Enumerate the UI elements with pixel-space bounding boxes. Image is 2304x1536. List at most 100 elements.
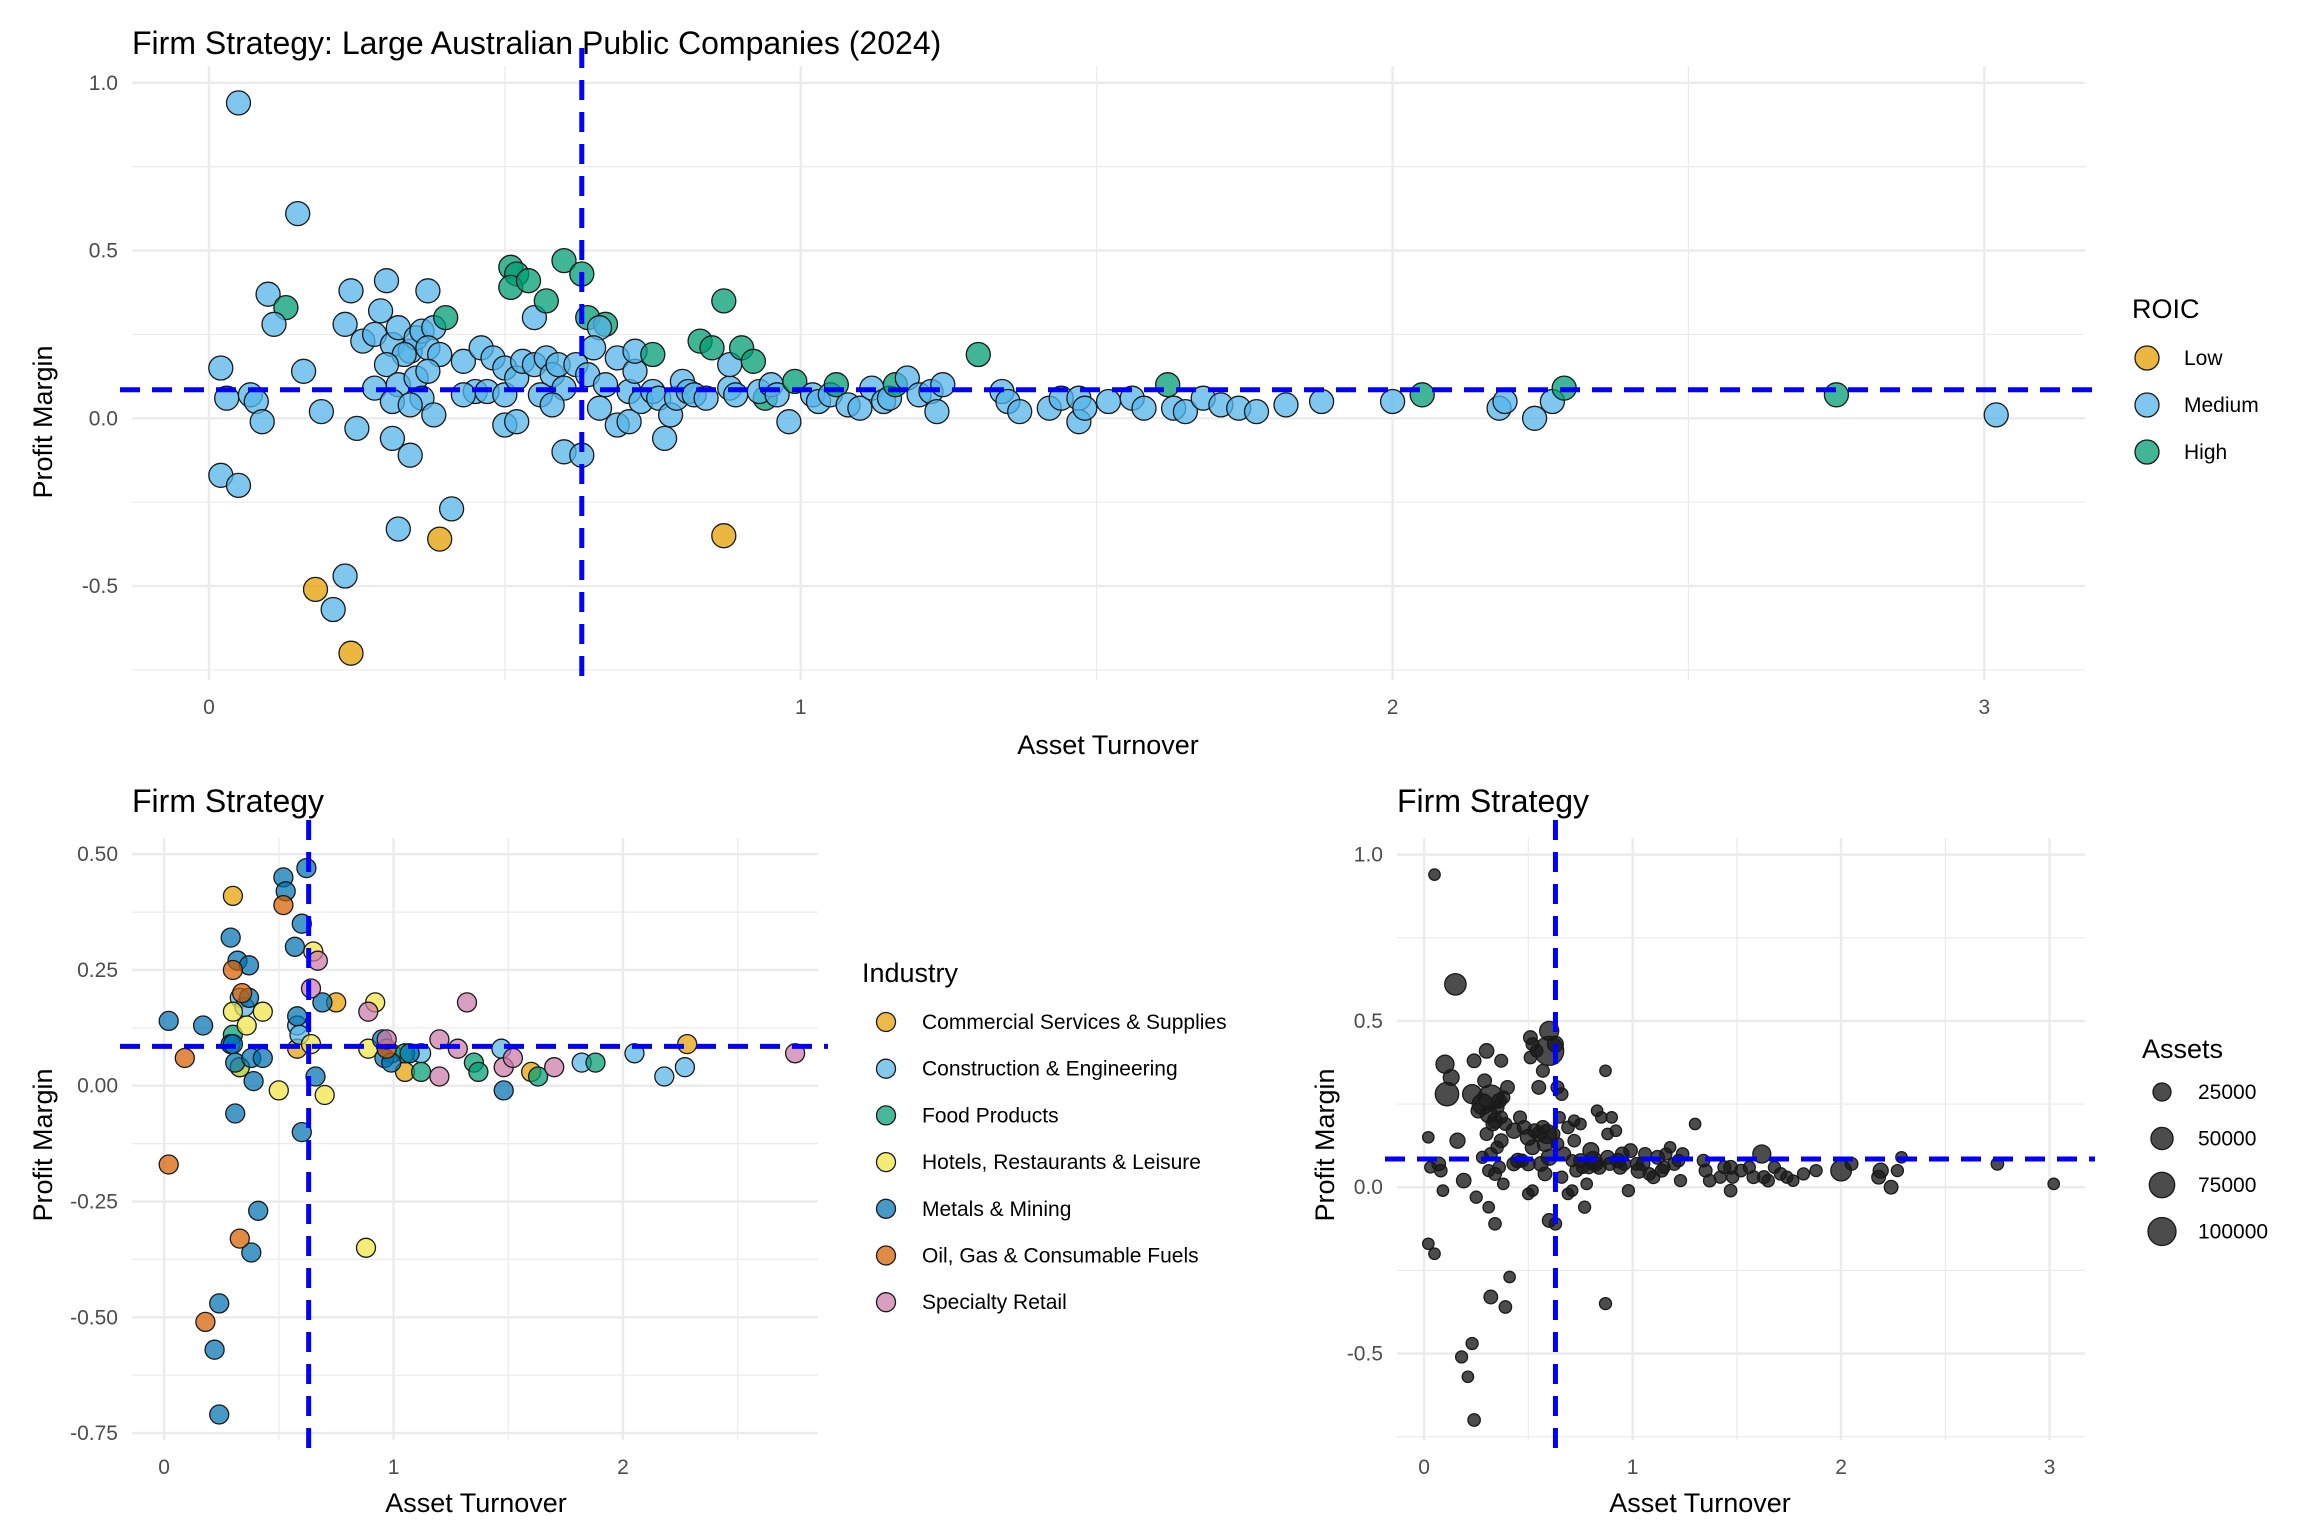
data-point: [1172, 398, 1199, 425]
x-tick-label: 1: [388, 1456, 400, 1479]
data-point: [1890, 1163, 1905, 1178]
y-tick-label: -0.50: [70, 1306, 118, 1329]
data-point: [1131, 395, 1157, 421]
data-point: [379, 425, 406, 452]
legend-key: [2152, 1082, 2172, 1102]
data-point: [674, 1057, 696, 1078]
data-point: [222, 1001, 244, 1022]
x-tick-label: 3: [1979, 696, 1991, 719]
data-point: [640, 341, 666, 368]
data-point: [332, 563, 358, 589]
data-point: [225, 1103, 246, 1124]
data-point: [261, 311, 287, 337]
data-point: [1726, 1170, 1740, 1184]
legend-key: [875, 1151, 897, 1173]
data-point: [204, 1339, 225, 1360]
data-point: [1155, 372, 1181, 398]
data-point: [1521, 405, 1548, 431]
chart-title: Firm Strategy: Large Australian Public C…: [132, 25, 941, 61]
chart-title: Firm Strategy: [1397, 783, 1589, 819]
data-point: [586, 395, 613, 421]
y-axis-label: Profit Margin: [1310, 1068, 1340, 1221]
x-tick-label: 2: [617, 1456, 629, 1479]
y-tick-label: -0.5: [1347, 1343, 1383, 1366]
y-tick-label: 1.0: [89, 72, 118, 95]
legend-assets: Assets 25000 50000 75000 100000: [2142, 1034, 2268, 1247]
data-point: [1444, 972, 1467, 996]
data-point: [551, 247, 577, 274]
y-tick-label: 0.00: [77, 1075, 118, 1098]
data-point: [1434, 1081, 1460, 1107]
x-axis-label: Asset Turnover: [1609, 1488, 1791, 1518]
data-point: [1761, 1173, 1775, 1188]
data-point: [1433, 1163, 1448, 1178]
data-point: [533, 288, 559, 314]
y-tick-label: 0.0: [89, 407, 118, 430]
data-point: [344, 415, 370, 442]
data-point: [1466, 1053, 1482, 1069]
data-point: [585, 1052, 606, 1073]
data-point: [1673, 1173, 1688, 1188]
data-point: [1531, 1079, 1547, 1095]
y-axis-label: Profit Margin: [28, 1068, 58, 1221]
x-tick-label: 2: [1387, 696, 1399, 719]
x-axis-label: Asset Turnover: [385, 1488, 567, 1518]
data-point: [1580, 1177, 1594, 1191]
y-tick-label: -0.25: [70, 1191, 118, 1214]
legend-key: [875, 1292, 897, 1313]
data-point: [338, 640, 364, 666]
x-tick-label: 2: [1835, 1456, 1847, 1479]
data-point: [1243, 398, 1270, 425]
data-point: [252, 1001, 273, 1022]
data-point: [243, 1070, 264, 1092]
data-point: [1498, 1300, 1513, 1314]
data-point: [1492, 388, 1518, 415]
data-point: [225, 90, 252, 116]
legend-label: Oil, Gas & Consumable Fuels: [922, 1245, 1199, 1268]
chart-assets: Firm Strategy 0 1 2 3 -0.5 0.0 0.5 1.0 Asset Tu…: [1310, 783, 2268, 1518]
legend-key: [875, 1105, 897, 1126]
data-point: [312, 992, 333, 1013]
data-point: [1461, 1370, 1475, 1384]
data-point: [592, 372, 619, 398]
data-point: [355, 1237, 377, 1258]
data-point: [1983, 402, 2009, 428]
data-point: [284, 936, 306, 957]
data-point: [397, 442, 423, 468]
data-point: [651, 425, 678, 452]
data-point: [1496, 1177, 1510, 1191]
data-point: [174, 1047, 195, 1069]
data-point: [527, 1066, 549, 1087]
y-axis-label: Profit Margin: [28, 345, 58, 498]
data-point: [367, 298, 394, 324]
x-tick-label: 0: [203, 696, 215, 719]
data-point: [1609, 1124, 1623, 1138]
data-point: [225, 472, 252, 499]
data-point: [415, 358, 441, 384]
data-point: [711, 288, 737, 314]
data-point: [456, 992, 478, 1013]
data-point: [308, 398, 335, 425]
data-point: [273, 894, 294, 916]
y-tick-label: 1.0: [1354, 844, 1383, 867]
legend-key: [2134, 392, 2160, 418]
legend-key: [875, 1245, 897, 1266]
data-point: [1436, 1184, 1450, 1197]
data-point: [241, 1242, 262, 1263]
data-point: [429, 1066, 450, 1087]
data-point: [249, 409, 275, 435]
data-point: [1428, 1247, 1441, 1261]
data-point: [1485, 1116, 1501, 1132]
data-point: [1379, 388, 1406, 415]
data-point: [1872, 1162, 1889, 1179]
chart-industry: Firm Strategy 0 1 2 -0.75 -0.50 -0.25 0.00 0.25…: [28, 783, 1227, 1518]
data-point: [2047, 1177, 2061, 1191]
legend-title: Industry: [862, 958, 959, 988]
data-point: [1574, 1117, 1587, 1131]
data-point: [433, 304, 459, 331]
data-point: [1478, 1043, 1495, 1059]
data-point: [1723, 1183, 1738, 1198]
data-point: [847, 395, 873, 421]
data-point: [332, 311, 358, 337]
